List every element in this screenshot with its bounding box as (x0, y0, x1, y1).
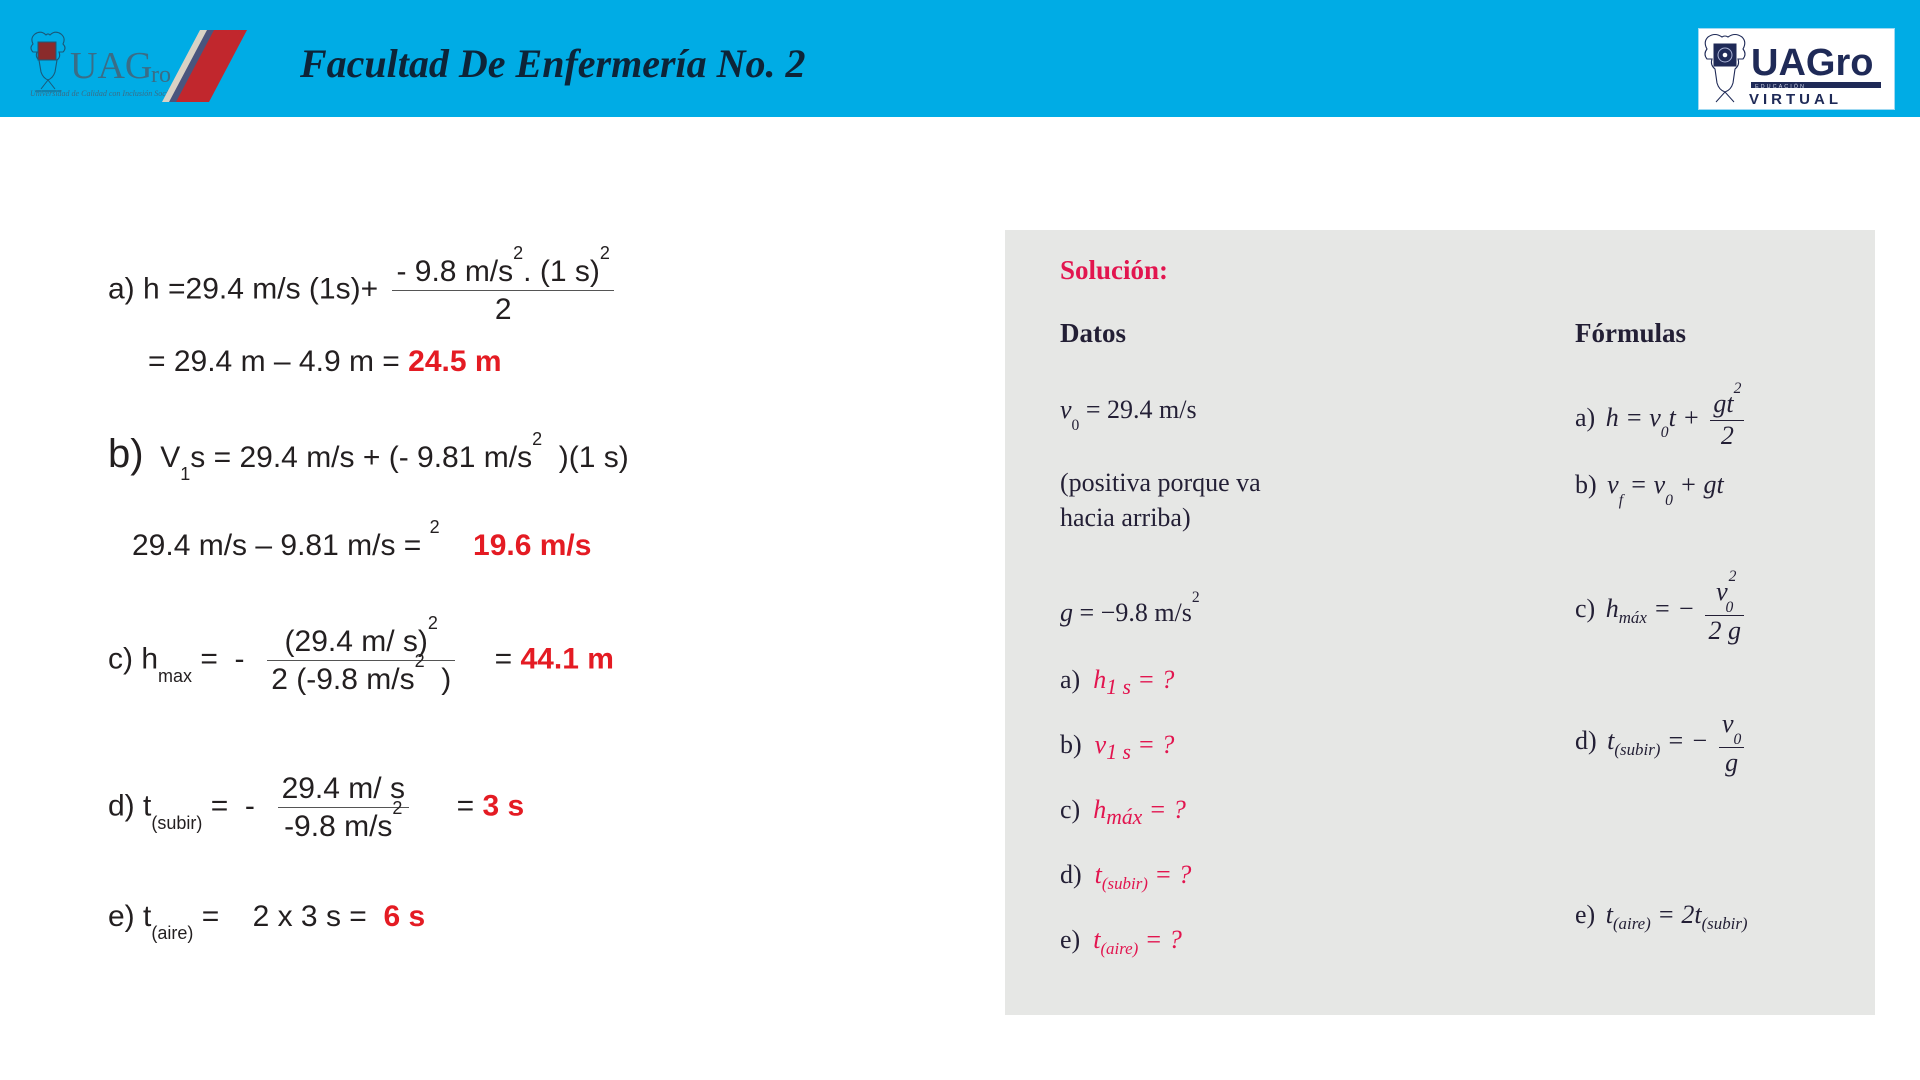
svg-text:Universidad de Calidad con Inc: Universidad de Calidad con Inclusión Soc… (30, 89, 175, 98)
svg-text:UAGro: UAGro (1751, 42, 1873, 84)
svg-text:VIRTUAL: VIRTUAL (1749, 91, 1842, 108)
svg-text:EDUCACIÓN: EDUCACIÓN (1755, 83, 1806, 90)
svg-text:ro: ro (151, 62, 171, 88)
svg-text:UAG: UAG (70, 45, 152, 87)
